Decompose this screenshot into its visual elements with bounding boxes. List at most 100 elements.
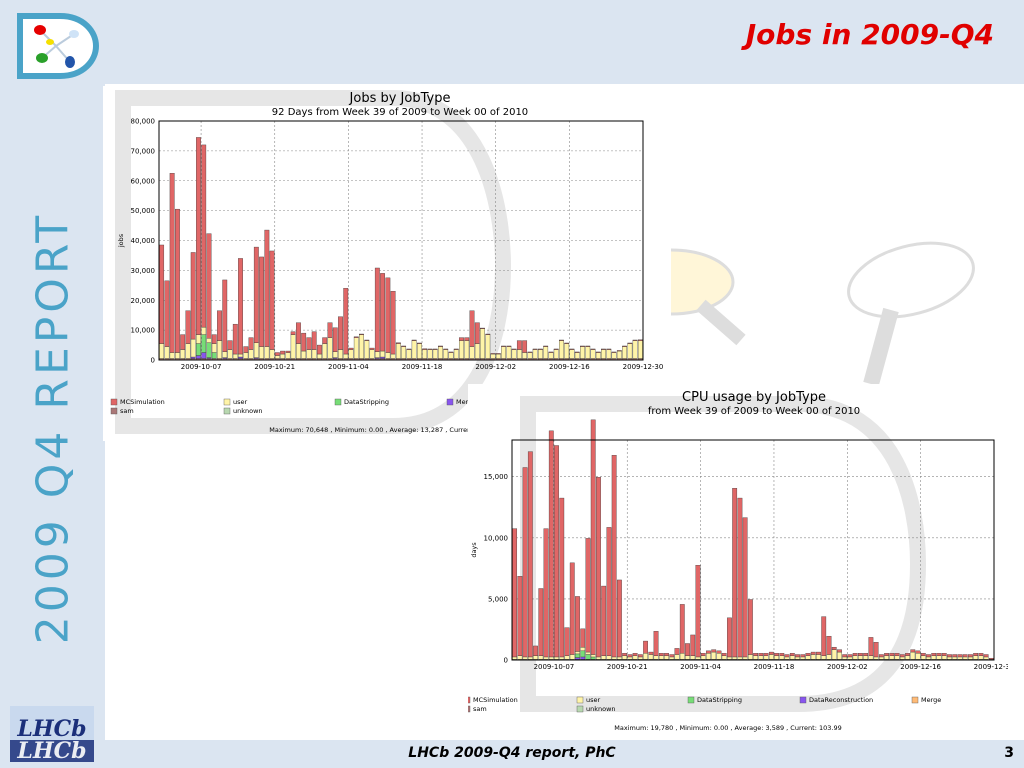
bar-segment-mcsimulation <box>721 653 727 656</box>
bar-segment-merge <box>201 352 207 359</box>
header-band <box>105 0 1024 84</box>
bar-segment-user <box>962 656 968 660</box>
bar-segment-user <box>611 656 617 660</box>
bar-segment-user <box>538 349 543 359</box>
bar-segment-user <box>206 338 212 343</box>
bar-segment-mcsimulation <box>359 333 364 335</box>
legend-swatch <box>223 398 231 406</box>
bar-segment-mcsimulation <box>453 348 459 350</box>
bar-segment-mcsimulation <box>259 256 264 347</box>
bar-segment-user <box>285 352 291 359</box>
bar-segment-user <box>512 656 518 660</box>
bar-segment-mcsimulation <box>622 653 628 656</box>
bar-segment-mcsimulation <box>580 345 585 347</box>
bar-segment-user <box>637 340 643 359</box>
bar-segment-mcsimulation <box>742 517 748 658</box>
bar-segment-mcsimulation <box>590 419 596 655</box>
y-tick-label: 15,000 <box>484 473 509 481</box>
bar-segment-mcsimulation <box>422 348 428 350</box>
bar-segment-datareconstruction <box>580 656 586 660</box>
bar-segment-user <box>910 651 916 660</box>
bar-segment-mcsimulation <box>905 653 910 656</box>
bar-segment-mcsimulation <box>611 351 617 353</box>
bar-segment-mcsimulation <box>512 528 518 658</box>
bar-segment-mcsimulation <box>427 348 433 350</box>
bar-segment-user <box>495 353 501 359</box>
footer-band <box>105 740 1024 768</box>
bar-segment-mcsimulation <box>285 350 291 353</box>
bar-segment-user <box>617 656 622 660</box>
bar-segment-mcsimulation <box>311 331 317 350</box>
bar-segment-mcsimulation <box>190 252 196 340</box>
y-tick-label: 10,000 <box>131 327 156 335</box>
bar-segment-mcsimulation <box>211 334 217 344</box>
bar-segment-user <box>789 655 795 660</box>
bar-segment-user <box>685 655 690 660</box>
bar-segment-mcsimulation <box>595 351 601 353</box>
bar-segment-user <box>217 340 222 359</box>
bar-segment-user <box>742 656 748 660</box>
bar-segment-user <box>380 350 385 358</box>
bar-segment-mcsimulation <box>606 527 612 656</box>
slide-title: Jobs in 2009-Q4 <box>745 18 994 51</box>
bar-segment-user <box>164 346 170 359</box>
bar-segment-mcsimulation <box>700 653 706 656</box>
bar-segment-mcsimulation <box>538 348 543 350</box>
bar-segment-mcsimulation <box>637 339 643 341</box>
bar-segment-mcsimulation <box>164 280 170 347</box>
bar-segment-mcsimulation <box>753 653 759 656</box>
bar-segment-mcsimulation <box>695 565 701 658</box>
bar-segment-mcsimulation <box>438 345 443 347</box>
bar-segment-mcsimulation <box>253 246 259 343</box>
bar-segment-user <box>532 349 538 359</box>
bar-segment-user <box>527 352 533 359</box>
x-tick-label: 2009-12-02 <box>827 663 868 671</box>
bar-segment-mcsimulation <box>795 654 800 658</box>
bar-segment-mcsimulation <box>543 528 549 658</box>
bar-segment-user <box>196 334 201 344</box>
bar-segment-user <box>543 346 549 359</box>
bar-segment-user <box>417 343 422 359</box>
bar-segment-user <box>364 340 370 359</box>
bar-segment-user <box>695 656 701 660</box>
bar-segment-mcsimulation <box>936 653 942 656</box>
bar-segment-mcsimulation <box>232 323 238 355</box>
bar-segment-user <box>585 346 591 359</box>
bar-segment-user <box>459 340 464 359</box>
x-tick-label: 2009-11-18 <box>754 663 795 671</box>
bar-segment-user <box>622 346 627 359</box>
bar-segment-user <box>522 352 528 359</box>
x-tick-label: 2009-10-07 <box>181 363 222 371</box>
bar-segment-user <box>548 352 554 359</box>
bar-segment-mcsimulation <box>569 348 575 350</box>
bar-segment-mcsimulation <box>296 322 301 344</box>
bar-segment-user <box>632 655 638 660</box>
bar-segment-user <box>810 654 816 660</box>
bar-segment-mcsimulation <box>805 653 811 656</box>
bar-segment-mcsimulation <box>779 653 785 656</box>
bar-segment-mcsimulation <box>585 345 591 347</box>
bar-segment-mcsimulation <box>380 273 385 352</box>
bar-segment-mcsimulation <box>338 316 343 350</box>
bar-segment-user <box>868 655 874 660</box>
bar-segment-user <box>596 656 601 660</box>
bar-segment-mcsimulation <box>858 653 863 656</box>
bar-segment-mcsimulation <box>617 579 622 658</box>
bar-segment-mcsimulation <box>495 353 501 355</box>
bar-segment-user <box>259 346 264 359</box>
bar-segment-mcsimulation <box>837 649 842 653</box>
legend-swatch <box>911 696 919 704</box>
bar-segment-user <box>490 353 496 359</box>
bar-segment-user <box>438 346 443 359</box>
legend-swatch <box>334 398 342 406</box>
bar-segment-user <box>837 651 842 660</box>
legend-label: MCSimulation <box>120 398 165 406</box>
bar-segment-user <box>627 343 633 359</box>
bar-segment-user <box>679 653 685 660</box>
bar-segment-mcsimulation <box>821 616 827 656</box>
bar-segment-user <box>768 654 774 660</box>
bar-segment-mcsimulation <box>516 340 522 350</box>
bar-segment-mcsimulation <box>459 337 464 341</box>
bar-segment-user <box>317 353 322 359</box>
